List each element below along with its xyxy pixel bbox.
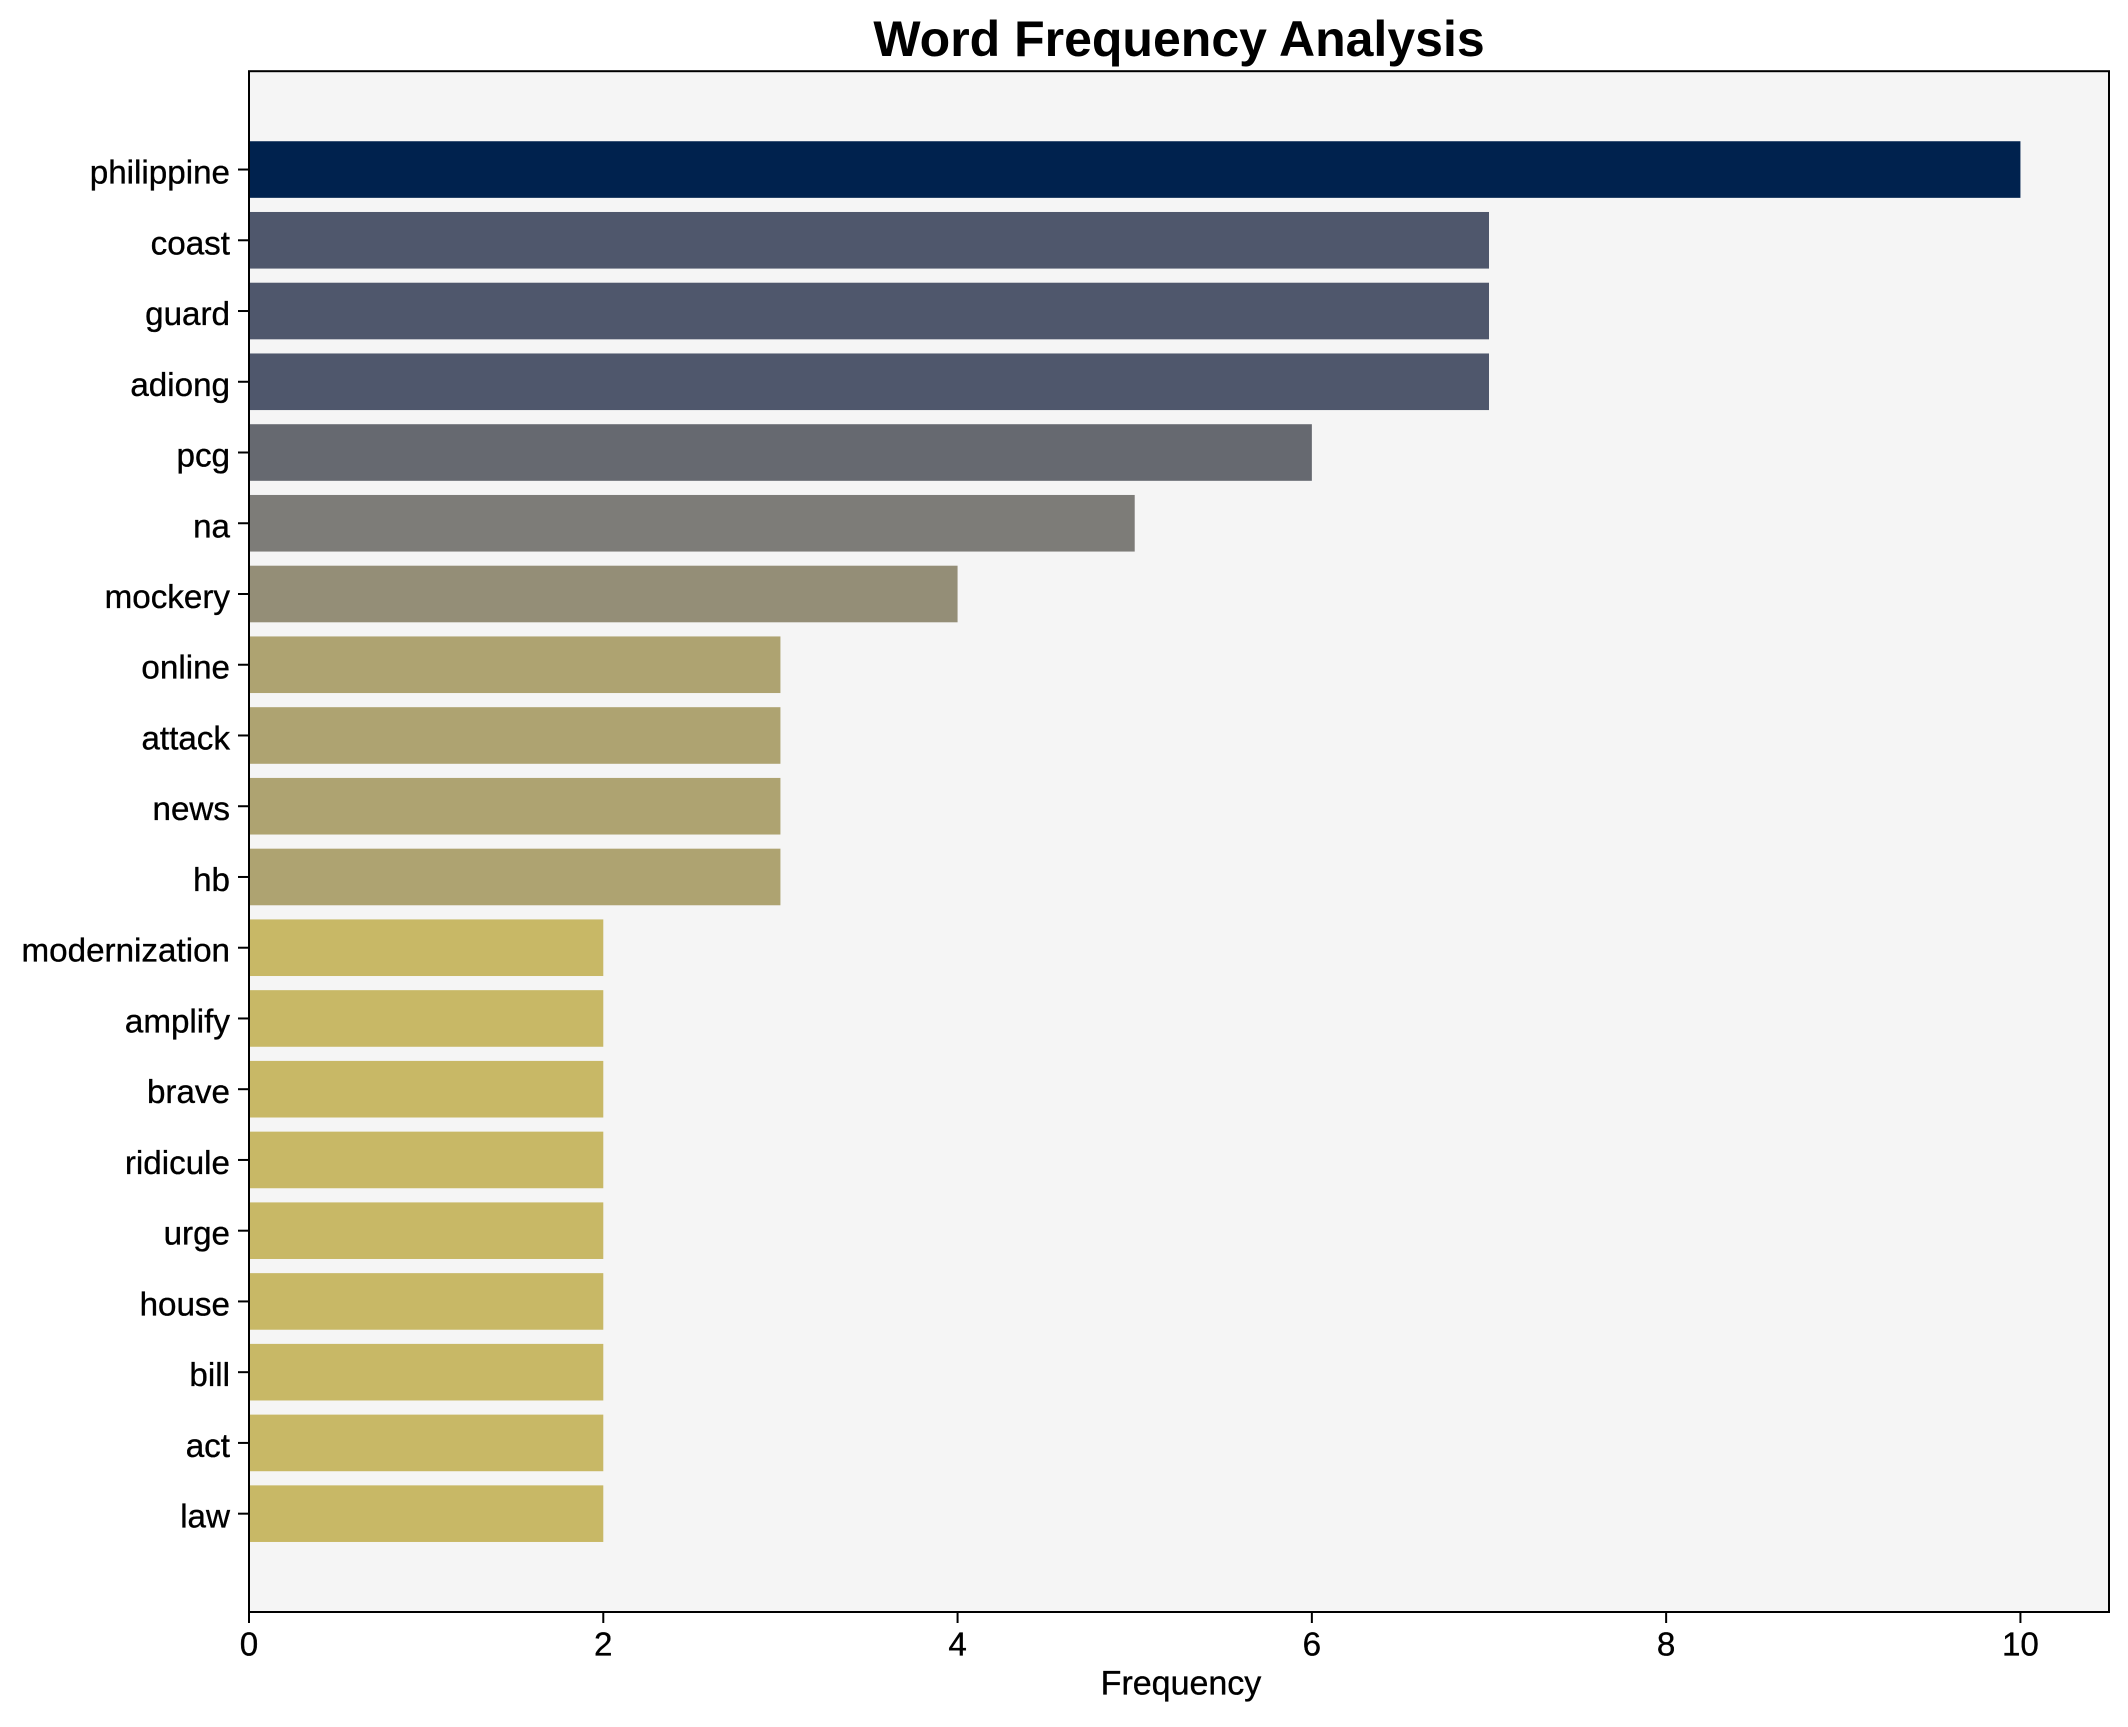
svg-text:6: 6 [1303,1627,1321,1664]
svg-text:amplify: amplify [125,1003,231,1040]
svg-text:Frequency: Frequency [1101,1665,1262,1703]
svg-text:modernization: modernization [22,933,230,970]
svg-text:hb: hb [193,862,230,899]
svg-text:Word Frequency Analysis: Word Frequency Analysis [873,11,1484,67]
svg-text:attack: attack [141,720,230,757]
svg-text:8: 8 [1657,1627,1675,1664]
svg-text:brave: brave [147,1074,230,1111]
svg-text:news: news [153,791,230,828]
svg-text:coast: coast [151,225,230,262]
svg-text:na: na [193,508,230,545]
svg-text:urge: urge [164,1216,230,1253]
svg-text:mockery: mockery [105,579,231,616]
svg-text:house: house [140,1286,230,1323]
svg-text:pcg: pcg [176,438,230,475]
svg-text:2: 2 [594,1627,612,1664]
svg-text:4: 4 [948,1627,966,1664]
svg-text:ridicule: ridicule [125,1145,230,1182]
svg-text:online: online [141,650,230,687]
svg-text:0: 0 [240,1627,258,1664]
svg-text:10: 10 [2002,1627,2039,1664]
svg-text:adiong: adiong [130,367,230,404]
svg-text:act: act [186,1428,230,1465]
svg-text:law: law [180,1499,231,1536]
svg-text:philippine: philippine [90,155,230,192]
svg-text:bill: bill [189,1357,230,1394]
svg-text:guard: guard [145,296,230,333]
